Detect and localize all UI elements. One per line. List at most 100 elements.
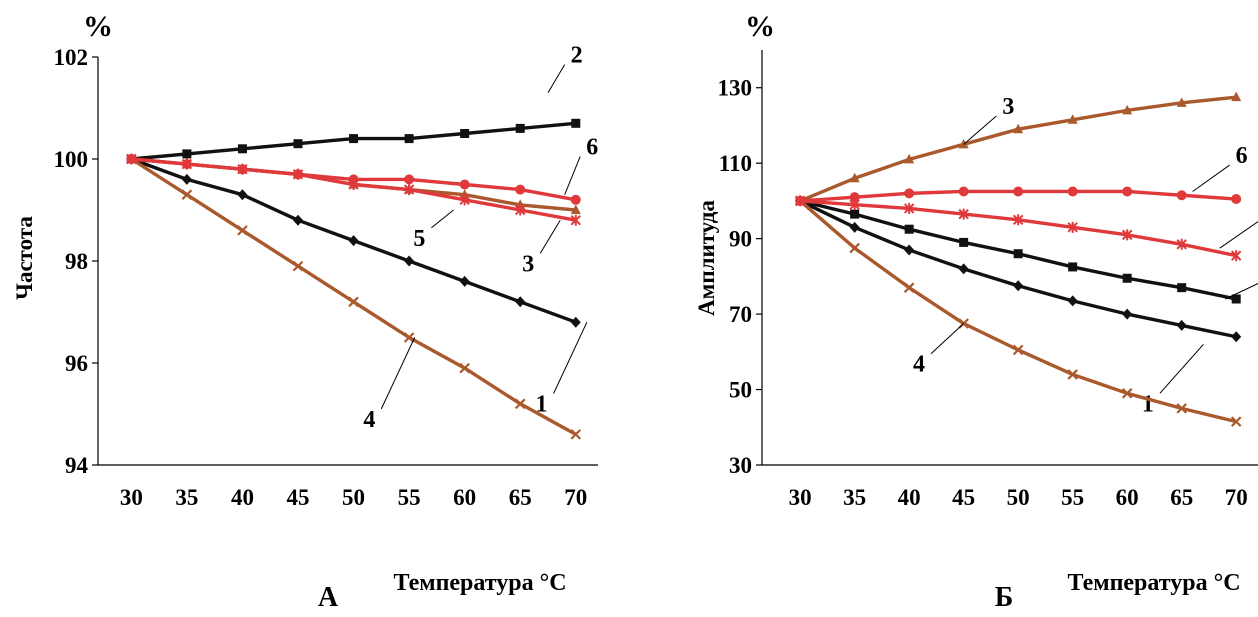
triangle-marker: [958, 138, 969, 149]
y-tick-label: 94: [65, 453, 89, 478]
callout-line: [930, 323, 965, 355]
series-line: [800, 199, 1237, 258]
callout-line: [553, 321, 588, 394]
series-label: 1: [536, 392, 548, 418]
series-label: 1: [1142, 391, 1154, 417]
y-tick-label: 102: [54, 45, 89, 70]
x-marker: [1230, 416, 1242, 427]
star-marker: [515, 204, 526, 216]
x-marker: [237, 225, 248, 236]
x-marker: [570, 429, 582, 440]
x-tick-label: 35: [175, 485, 198, 510]
triangle-marker: [1122, 104, 1133, 115]
square-marker: [182, 149, 192, 159]
y-axis-title: Частота: [12, 216, 37, 300]
x-tick-label: 50: [1007, 485, 1030, 510]
circle-marker: [795, 195, 806, 206]
triangle-marker: [1013, 123, 1024, 134]
circle-marker: [1231, 194, 1242, 205]
circle-marker: [404, 174, 415, 185]
triangle-marker: [849, 172, 860, 183]
x-tick-label: 30: [120, 485, 143, 510]
x-marker: [849, 242, 860, 254]
callout-line: [431, 209, 454, 229]
diamond-marker: [348, 235, 359, 247]
y-tick-label: 110: [719, 151, 752, 176]
series-label: 5: [413, 226, 425, 252]
diamond-marker: [1067, 295, 1078, 307]
x-axis-title: Температура °C: [1067, 570, 1240, 596]
x-tick-label: 55: [1061, 485, 1084, 510]
x-tick-label: 60: [1116, 485, 1139, 510]
x-tick-label: 40: [898, 485, 921, 510]
square-marker: [293, 139, 303, 149]
callout-line: [547, 64, 566, 93]
callout-line: [1159, 343, 1204, 394]
series-label: 6: [586, 134, 598, 160]
square-marker: [1177, 283, 1187, 293]
x-marker: [1012, 344, 1024, 356]
callout-line: [1219, 221, 1258, 249]
square-marker: [904, 224, 914, 234]
panel-label: Б: [995, 582, 1014, 612]
series-line: [799, 95, 1237, 203]
series-label: 3: [1002, 94, 1014, 120]
circle-marker: [1067, 186, 1078, 197]
x-tick-label: 60: [453, 485, 476, 510]
series-2: 2: [126, 43, 583, 164]
circle-marker: [1176, 190, 1187, 201]
triangle-marker: [904, 153, 915, 164]
triangle-marker: [1067, 114, 1078, 124]
y-tick-label: 50: [729, 378, 752, 403]
diamond-marker: [849, 221, 860, 233]
square-marker: [404, 134, 414, 144]
square-marker: [1231, 294, 1241, 304]
x-tick-label: 65: [1170, 485, 1193, 510]
series-5: 5: [794, 195, 1258, 262]
circle-marker: [293, 169, 303, 180]
y-tick-label: 90: [729, 227, 752, 252]
x-marker: [1176, 403, 1187, 414]
x-marker: [181, 189, 193, 200]
y-tick-label: 30: [729, 453, 752, 478]
series-label: 4: [363, 407, 375, 433]
circle-marker: [958, 186, 969, 197]
square-marker: [850, 209, 860, 219]
callout-line: [380, 337, 416, 410]
callout-line: [564, 156, 581, 195]
series-label: 4: [913, 352, 925, 378]
circle-marker: [126, 154, 137, 164]
square-marker: [1068, 262, 1078, 272]
x-marker: [1121, 388, 1133, 399]
callout-line: [1192, 164, 1230, 192]
diamond-marker: [1013, 280, 1024, 292]
square-marker: [1013, 249, 1023, 259]
diamond-marker: [181, 173, 192, 185]
star-marker: [1121, 229, 1133, 241]
x-axis-title: Температура °C: [393, 570, 566, 596]
x-tick-label: 45: [287, 485, 310, 510]
star-marker: [958, 208, 969, 220]
star-marker: [570, 214, 581, 226]
circle-marker: [1013, 186, 1024, 197]
diamond-marker: [1122, 308, 1133, 320]
diamond-marker: [459, 275, 470, 287]
diamond-marker: [1176, 319, 1187, 331]
star-marker: [1176, 238, 1187, 250]
square-marker: [959, 237, 969, 247]
x-tick-label: 70: [564, 485, 587, 510]
x-marker: [459, 362, 470, 374]
circle-marker: [515, 184, 526, 195]
y-tick-label: 70: [729, 302, 752, 327]
unit-label: %: [745, 10, 775, 43]
diamond-marker: [293, 214, 303, 226]
star-marker: [1012, 214, 1024, 226]
triangle-marker: [1176, 97, 1187, 107]
x-marker: [1067, 369, 1078, 380]
series-1: 1: [126, 153, 588, 418]
circle-marker: [849, 192, 860, 203]
diamond-marker: [904, 244, 915, 256]
x-tick-label: 65: [509, 485, 532, 510]
